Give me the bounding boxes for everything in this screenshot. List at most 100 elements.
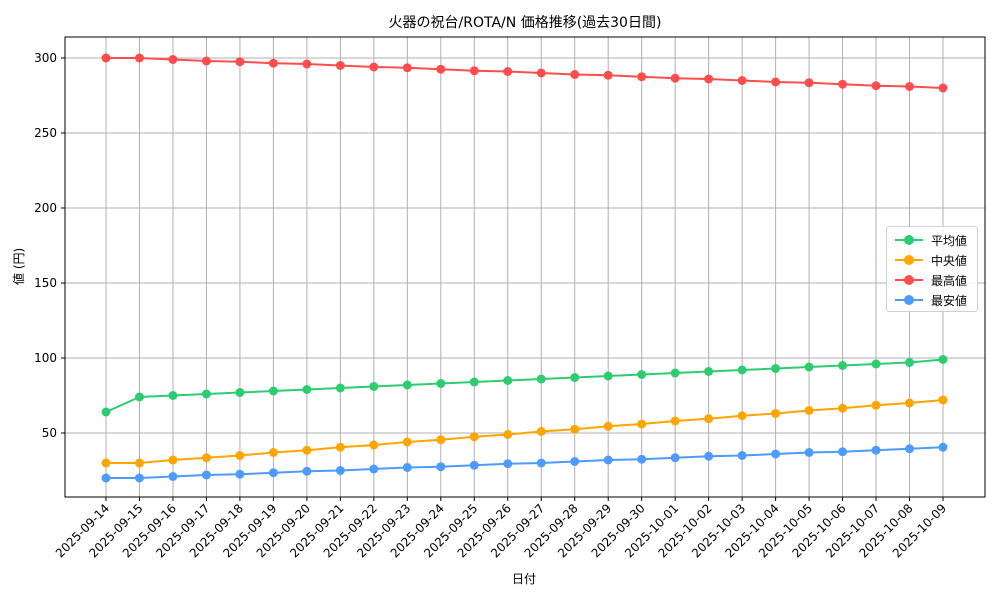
data-point-marker bbox=[804, 406, 814, 415]
data-point-marker bbox=[268, 386, 278, 396]
legend-label: 平均値 bbox=[931, 234, 968, 248]
data-point-marker bbox=[838, 361, 848, 370]
data-point-marker bbox=[536, 458, 546, 468]
data-point-marker bbox=[168, 55, 178, 64]
data-point-marker bbox=[268, 58, 278, 68]
series-line bbox=[105, 358, 944, 413]
data-point-marker bbox=[101, 407, 111, 417]
data-point-marker bbox=[938, 83, 948, 93]
chart-legend: 平均値 中央値 最高値 最安値 bbox=[886, 226, 978, 312]
data-point-marker bbox=[905, 398, 915, 408]
legend-marker-icon bbox=[904, 235, 914, 245]
data-point-marker bbox=[201, 470, 211, 480]
data-point-marker bbox=[536, 68, 546, 78]
data-point-marker bbox=[402, 380, 412, 390]
data-point-marker bbox=[302, 445, 312, 455]
data-point-marker bbox=[871, 81, 881, 91]
data-point-marker bbox=[570, 373, 580, 382]
data-point-marker bbox=[603, 455, 613, 465]
data-point-marker bbox=[402, 463, 412, 472]
data-point-marker bbox=[134, 53, 144, 63]
data-point-marker bbox=[201, 453, 211, 463]
data-point-marker bbox=[938, 395, 948, 405]
data-point-marker bbox=[938, 442, 948, 452]
data-point-marker bbox=[335, 466, 345, 475]
data-point-marker bbox=[469, 432, 479, 442]
data-point-marker bbox=[402, 437, 412, 447]
data-point-marker bbox=[134, 473, 144, 483]
legend-marker-icon bbox=[904, 275, 914, 285]
plot-frame bbox=[64, 36, 986, 498]
legend-label: 中央値 bbox=[931, 254, 968, 268]
y-tick-label: 150 bbox=[34, 276, 57, 290]
data-point-marker bbox=[469, 66, 479, 76]
data-point-marker bbox=[838, 447, 848, 457]
data-point-marker bbox=[804, 448, 814, 457]
data-point-marker bbox=[101, 53, 111, 63]
data-point-marker bbox=[369, 440, 379, 450]
data-point-marker bbox=[938, 355, 948, 364]
data-point-marker bbox=[637, 72, 647, 82]
data-point-marker bbox=[134, 458, 144, 468]
legend-marker-icon bbox=[904, 295, 914, 305]
data-point-marker bbox=[670, 368, 680, 378]
data-point-marker bbox=[637, 454, 647, 464]
data-point-marker bbox=[905, 358, 915, 367]
chart-title: 火器の祝台/ROTA/N 価格推移(過去30日間) bbox=[388, 15, 662, 31]
data-point-marker bbox=[469, 377, 479, 387]
data-point-marker bbox=[737, 451, 747, 460]
data-point-marker bbox=[737, 76, 747, 85]
data-point-marker bbox=[603, 371, 613, 381]
data-point-marker bbox=[536, 427, 546, 436]
data-point-marker bbox=[905, 444, 915, 454]
data-point-marker bbox=[670, 73, 680, 83]
data-point-marker bbox=[134, 392, 144, 402]
data-point-marker bbox=[335, 61, 345, 70]
data-point-marker bbox=[235, 469, 245, 479]
data-point-marker bbox=[369, 62, 379, 72]
data-point-marker bbox=[670, 416, 680, 426]
data-point-marker bbox=[737, 365, 747, 375]
data-point-marker bbox=[771, 77, 781, 87]
data-point-marker bbox=[436, 435, 446, 445]
data-point-marker bbox=[168, 391, 178, 400]
data-point-marker bbox=[503, 430, 513, 439]
data-point-marker bbox=[302, 466, 312, 476]
y-tick-label: 200 bbox=[34, 201, 57, 215]
y-tick-label: 50 bbox=[42, 426, 57, 440]
data-point-marker bbox=[670, 453, 680, 463]
legend-item-max: 最高値 bbox=[887, 270, 977, 290]
data-point-marker bbox=[704, 414, 714, 424]
data-point-marker bbox=[268, 448, 278, 457]
data-point-marker bbox=[335, 383, 345, 393]
data-point-marker bbox=[101, 458, 111, 468]
data-point-marker bbox=[804, 362, 814, 372]
series-line bbox=[106, 57, 944, 89]
data-point-marker bbox=[235, 388, 245, 397]
data-point-marker bbox=[905, 82, 915, 91]
series-line bbox=[106, 399, 944, 464]
legend-label: 最安値 bbox=[931, 294, 968, 308]
data-point-marker bbox=[838, 79, 848, 89]
data-point-marker bbox=[871, 359, 881, 369]
data-point-marker bbox=[168, 472, 178, 481]
data-point-marker bbox=[704, 74, 714, 84]
data-point-marker bbox=[235, 451, 245, 460]
data-point-marker bbox=[871, 445, 881, 455]
data-point-marker bbox=[503, 67, 513, 76]
legend-marker-icon bbox=[904, 255, 914, 265]
y-tick-label: 250 bbox=[34, 126, 57, 140]
data-point-marker bbox=[704, 367, 714, 376]
data-point-marker bbox=[536, 374, 546, 384]
data-point-marker bbox=[302, 385, 312, 394]
data-point-marker bbox=[570, 457, 580, 466]
legend-item-average: 平均値 bbox=[887, 230, 977, 250]
data-point-marker bbox=[871, 400, 881, 410]
data-point-marker bbox=[201, 56, 211, 66]
data-point-marker bbox=[704, 451, 714, 461]
data-point-marker bbox=[402, 63, 412, 73]
data-point-marker bbox=[469, 460, 479, 470]
series-line bbox=[106, 446, 944, 479]
data-point-marker bbox=[335, 442, 345, 452]
